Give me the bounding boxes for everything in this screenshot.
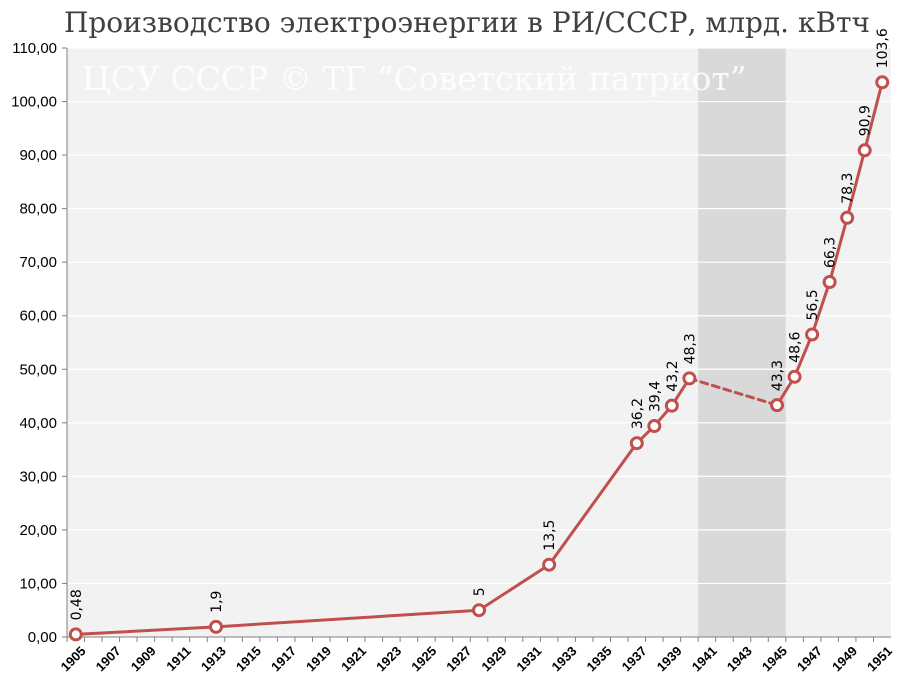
- data-point: [682, 371, 697, 386]
- chart-title: Производство электроэнергии в РИ/СССР, м…: [64, 6, 870, 39]
- series-segment: [214, 608, 481, 629]
- data-point: [805, 327, 820, 342]
- data-label: 0,48: [69, 589, 85, 620]
- data-label: 78,3: [840, 173, 856, 204]
- series-segment: [74, 625, 218, 636]
- data-point: [647, 419, 662, 434]
- y-tick-label: 20,00: [19, 522, 57, 539]
- series-segment: [810, 280, 832, 336]
- data-label: 5: [472, 587, 488, 596]
- data-point: [209, 619, 224, 634]
- x-tick-label: 1909: [128, 643, 159, 674]
- x-tick-label: 1911: [163, 643, 194, 674]
- data-point: [68, 627, 83, 642]
- y-tick-label: 40,00: [19, 415, 57, 432]
- x-tick-label: 1913: [198, 643, 229, 674]
- data-point: [542, 557, 557, 572]
- y-tick-label: 70,00: [19, 254, 57, 271]
- x-tick-label: 1943: [724, 643, 755, 674]
- data-label: 48,6: [788, 332, 804, 363]
- gridlines: [67, 47, 891, 585]
- series-segment: [547, 441, 639, 567]
- axes: [66, 48, 891, 638]
- y-tick-label: 90,00: [19, 147, 57, 164]
- data-label: 90,9: [858, 105, 874, 136]
- x-tick-label: 1949: [829, 643, 860, 674]
- series-markers: [68, 75, 890, 642]
- y-tick-label: 110,00: [12, 40, 57, 57]
- data-label: 43,2: [665, 361, 681, 392]
- x-tick-label: 1917: [268, 643, 299, 674]
- data-label: 13,5: [542, 520, 558, 551]
- x-tick-label: 1939: [654, 643, 685, 674]
- series-segment: [845, 148, 867, 220]
- x-tick-label: 1925: [408, 643, 439, 674]
- y-tick-label: 100,00: [11, 94, 57, 111]
- series-segment-dashed: [687, 376, 779, 407]
- data-point: [857, 143, 872, 158]
- x-axis-ticks: 1905 1907 1909 1911 1913 1915 1917 1919 1921 1923…: [58, 637, 895, 674]
- series-segment: [793, 332, 814, 379]
- data-label: 103,6: [875, 28, 891, 68]
- x-tick-label: 1927: [443, 643, 474, 674]
- data-label: 56,5: [805, 289, 821, 320]
- data-labels: 0,48 1,9 5 13,5 36,239,443,248,3 43,348,656,5…: [69, 28, 891, 620]
- data-label: 43,3: [770, 360, 786, 391]
- y-tick-label: 50,00: [19, 361, 57, 378]
- data-point: [787, 369, 802, 384]
- data-label: 39,4: [647, 381, 663, 412]
- war-period-band: [698, 48, 786, 637]
- x-tick-label: 1937: [619, 643, 650, 674]
- data-label: 1,9: [209, 591, 225, 613]
- x-tick-label: 1941: [689, 643, 720, 674]
- x-tick-label: 1951: [864, 643, 895, 674]
- data-point: [840, 210, 855, 225]
- x-tick-label: 1945: [759, 643, 790, 674]
- y-tick-label: 30,00: [19, 468, 57, 485]
- data-point: [664, 398, 679, 413]
- y-tick-label: 80,00: [19, 201, 57, 218]
- x-tick-label: 1919: [303, 643, 334, 674]
- x-tick-label: 1947: [794, 643, 825, 674]
- data-point: [770, 398, 785, 413]
- series-segment: [477, 563, 551, 612]
- x-tick-label: 1915: [233, 643, 264, 674]
- x-tick-label: 1921: [338, 643, 369, 674]
- x-tick-label: 1933: [549, 643, 580, 674]
- data-point: [629, 436, 644, 451]
- series-segment: [863, 80, 884, 152]
- x-tick-label: 1929: [478, 643, 509, 674]
- series-segment: [828, 216, 849, 284]
- data-label: 66,3: [823, 237, 839, 268]
- y-axis-ticks: 0,00 10,00 20,00 30,00 40,00 50,00 60,00 70,00 8…: [11, 40, 67, 646]
- watermark: ЦСУ СССР © ТГ “Советский патриот”: [82, 59, 747, 98]
- data-point: [472, 603, 486, 618]
- y-tick-label: 10,00: [19, 575, 57, 592]
- data-label: 36,2: [630, 398, 646, 429]
- x-tick-label: 1923: [373, 643, 404, 674]
- data-point: [875, 75, 890, 90]
- data-point: [822, 274, 837, 289]
- y-tick-label: 0,00: [28, 629, 57, 646]
- x-tick-label: 1905: [58, 643, 89, 674]
- x-tick-label: 1935: [584, 643, 615, 674]
- y-tick-label: 60,00: [19, 308, 57, 325]
- data-label: 48,3: [682, 333, 698, 364]
- x-tick-label: 1931: [513, 643, 544, 674]
- x-tick-label: 1907: [93, 643, 124, 674]
